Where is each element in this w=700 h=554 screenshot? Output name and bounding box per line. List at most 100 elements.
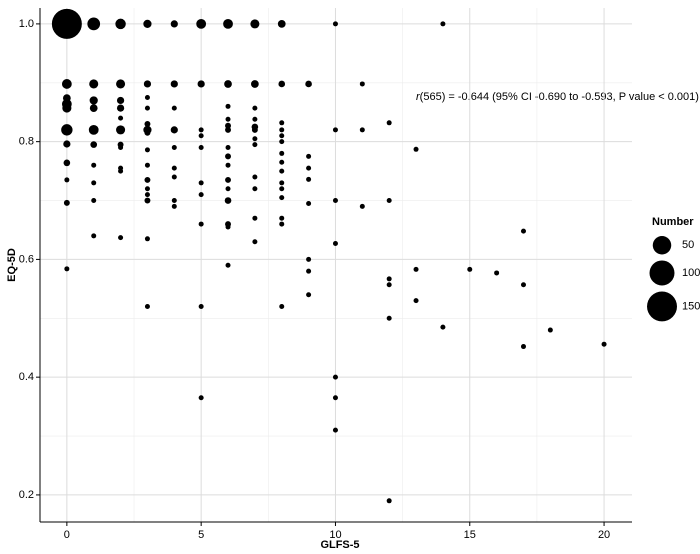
bubble	[171, 174, 177, 180]
bubble	[225, 126, 231, 133]
x-tick-label: 20	[598, 529, 610, 541]
bubble	[279, 195, 285, 201]
bubble	[440, 21, 446, 27]
bubble	[143, 19, 152, 29]
bubble	[225, 103, 231, 109]
bubble	[144, 197, 151, 204]
y-tick-label: 1.0	[19, 18, 34, 30]
bubble	[305, 80, 312, 88]
bubble	[144, 176, 151, 183]
bubble	[547, 327, 553, 333]
bubble	[61, 79, 72, 89]
bubble	[386, 276, 392, 282]
bubble	[198, 180, 204, 186]
y-axis-label: EQ-5D	[6, 248, 18, 282]
bubble	[144, 129, 151, 136]
bubble	[440, 324, 446, 330]
annotation-text: (565) = -0.644 (95% CI -0.690 to -0.593,…	[420, 91, 699, 103]
bubble	[118, 145, 124, 151]
legend-bubble	[647, 291, 677, 322]
bubble	[118, 235, 124, 241]
bubble	[171, 165, 177, 171]
bubble	[306, 165, 312, 171]
x-tick-label: 10	[329, 529, 341, 541]
bubble	[224, 197, 232, 204]
legend-label: 150	[682, 300, 700, 312]
bubble	[250, 19, 260, 29]
bubble	[225, 145, 231, 151]
x-axis-label: GLFS-5	[320, 539, 359, 551]
bubble	[91, 198, 97, 204]
bubble	[170, 126, 178, 134]
bubble	[171, 203, 177, 209]
bubble	[494, 270, 500, 276]
bubble	[91, 233, 97, 239]
bubble	[252, 116, 258, 122]
bubble	[64, 177, 70, 183]
bubble	[225, 176, 231, 183]
bubble	[252, 186, 258, 192]
bubble	[413, 146, 419, 152]
bubble	[520, 344, 526, 350]
bubble	[170, 20, 178, 28]
bubble	[224, 80, 232, 88]
bubble	[332, 427, 338, 433]
bubble	[306, 153, 312, 159]
bubble	[332, 127, 338, 133]
bubble	[386, 282, 392, 288]
bubble	[144, 147, 150, 153]
bubble	[116, 79, 126, 89]
bubble	[63, 140, 71, 148]
x-tick-label: 0	[64, 529, 70, 541]
legend-bubble	[649, 260, 675, 286]
bubble	[225, 116, 231, 122]
bubble	[89, 79, 99, 89]
bubble	[332, 374, 338, 380]
bubble	[89, 96, 98, 105]
bubble	[198, 133, 204, 139]
bubble	[306, 200, 312, 206]
bubble	[386, 120, 392, 126]
bubble	[225, 122, 231, 129]
bubble	[64, 266, 70, 272]
bubble	[279, 180, 285, 186]
bubble	[225, 224, 231, 230]
bubble	[116, 96, 125, 105]
bubble	[91, 180, 97, 186]
bubble	[332, 395, 338, 401]
bubble	[252, 215, 258, 221]
bubble	[87, 17, 101, 31]
bubble	[144, 105, 150, 111]
bubble	[279, 159, 285, 165]
bubble	[306, 268, 312, 274]
y-tick-label: 0.8	[19, 136, 34, 148]
bubble	[144, 162, 150, 168]
annotation-italic: r	[416, 91, 421, 103]
x-tick-label: 5	[198, 529, 204, 541]
bubble	[467, 266, 473, 272]
bubble	[116, 125, 126, 135]
bubble	[251, 126, 258, 133]
bubble	[198, 192, 204, 198]
bubble	[279, 127, 285, 133]
bubble	[252, 142, 258, 148]
bubble	[359, 127, 365, 133]
bubble	[252, 239, 258, 245]
bubble	[197, 80, 205, 88]
bubble	[198, 221, 204, 227]
bubble	[91, 162, 97, 168]
bubble	[144, 94, 150, 100]
bubble	[171, 105, 177, 111]
bubble	[144, 304, 150, 310]
bubble	[279, 133, 285, 139]
bubble	[332, 21, 338, 27]
bubble	[520, 282, 526, 288]
bubble	[225, 153, 231, 160]
bubble	[279, 186, 285, 192]
bubble	[171, 198, 177, 204]
bubble	[144, 236, 150, 242]
bubble	[279, 150, 285, 156]
annotation: r(565) = -0.644 (95% CI -0.690 to -0.593…	[416, 91, 699, 103]
bubble	[118, 115, 124, 121]
